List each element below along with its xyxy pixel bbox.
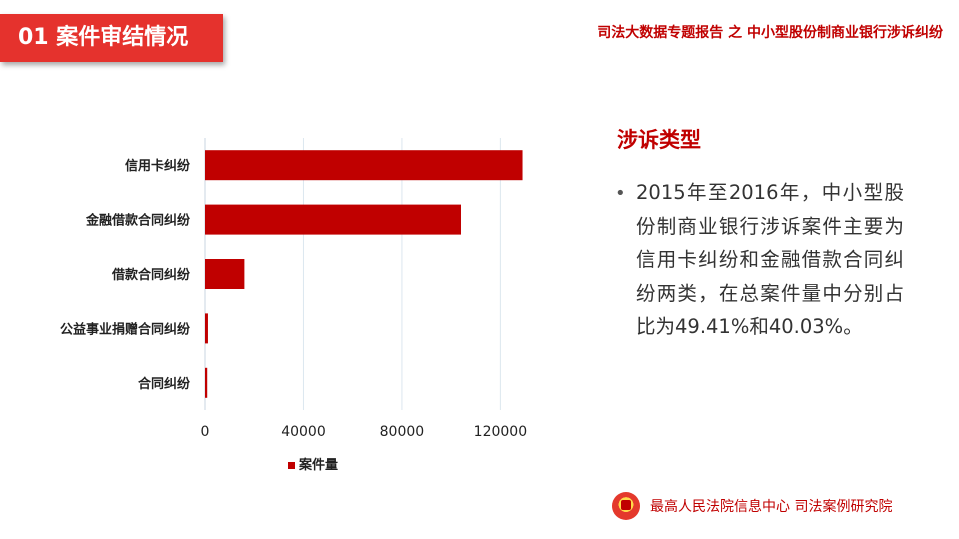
bar xyxy=(205,259,245,289)
bar xyxy=(205,204,461,235)
category-label: 公益事业捐赠合同纠纷 xyxy=(60,321,191,337)
side-heading: 涉诉类型 xyxy=(617,128,701,152)
category-label: 信用卡纠纷 xyxy=(125,158,191,174)
footer: 最高人民法院信息中心 司法案例研究院 xyxy=(612,490,892,522)
category-label: 金融借款合同纠纷 xyxy=(85,213,191,229)
section-title: 01 案件审结情况 xyxy=(0,14,223,62)
x-tick-label: 120000 xyxy=(474,424,527,440)
x-tick-label: 0 xyxy=(201,424,210,440)
legend-swatch xyxy=(288,462,295,469)
chart-legend: 案件量 xyxy=(288,454,338,473)
legend-label: 案件量 xyxy=(299,458,339,473)
x-tick-label: 80000 xyxy=(380,424,425,440)
bullet-icon: • xyxy=(615,183,626,204)
bullet-text: 2015年至2016年，中小型股份制商业银行涉诉案件主要为信用卡纠纷和金融借款合… xyxy=(636,181,904,338)
category-label: 借款合同纠纷 xyxy=(111,267,191,283)
category-label: 合同纠纷 xyxy=(138,376,191,392)
x-tick-label: 40000 xyxy=(281,424,326,440)
report-title: 司法大数据专题报告 之 中小型股份制商业银行涉诉纠纷 xyxy=(597,25,943,41)
bar xyxy=(205,313,208,344)
bar xyxy=(205,367,208,398)
footer-org: 最高人民法院信息中心 司法案例研究院 xyxy=(650,499,893,515)
bar xyxy=(205,150,523,181)
court-emblem-icon xyxy=(612,492,640,520)
